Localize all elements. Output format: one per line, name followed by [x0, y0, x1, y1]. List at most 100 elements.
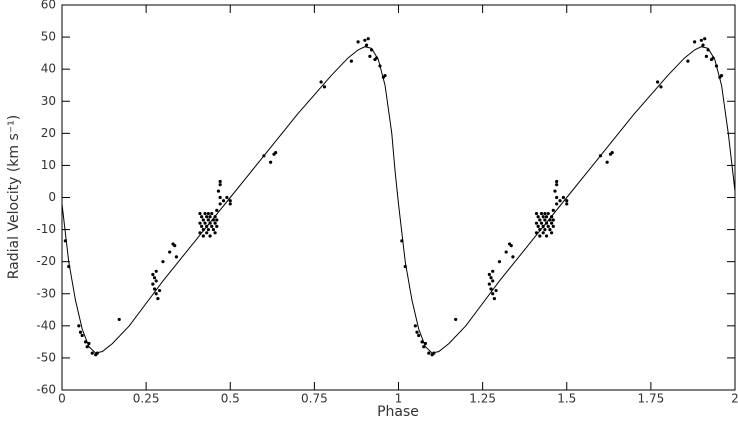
data-point [366, 37, 370, 41]
data-point [693, 40, 697, 44]
y-tick-label: 30 [41, 94, 56, 108]
data-point [349, 59, 353, 63]
data-point [544, 234, 549, 238]
data-point [203, 221, 207, 225]
y-tick-label: 40 [41, 62, 56, 76]
model-curve [61, 46, 736, 354]
data-point [543, 218, 547, 222]
data-point [546, 224, 550, 228]
data-point [157, 288, 162, 293]
data-point [77, 324, 81, 328]
data-point [541, 215, 545, 219]
y-tick-label: -10 [36, 222, 56, 236]
data-point [205, 231, 209, 235]
data-point [208, 215, 212, 219]
data-point [168, 250, 172, 254]
data-point [719, 73, 724, 78]
data-point [543, 227, 547, 232]
data-point [415, 330, 419, 334]
data-point [215, 208, 219, 212]
data-point [489, 276, 493, 280]
data-point [704, 54, 708, 58]
data-point [152, 276, 157, 280]
data-point [610, 150, 614, 155]
data-point [154, 279, 158, 283]
data-point [555, 202, 559, 206]
y-tick-label: 50 [41, 30, 56, 44]
data-point [605, 160, 609, 164]
y-tick-label: -20 [36, 254, 56, 268]
data-point [553, 189, 557, 193]
data-point [364, 43, 369, 47]
data-point [541, 231, 545, 235]
data-point [363, 38, 367, 42]
data-point [565, 199, 569, 203]
data-point [511, 255, 515, 259]
data-point [538, 234, 542, 238]
data-point [491, 279, 495, 283]
data-point [489, 287, 493, 291]
x-tick-label: 1 [395, 392, 403, 406]
data-point [198, 211, 202, 216]
data-point [550, 221, 554, 225]
data-point [413, 324, 417, 328]
data-point [454, 317, 458, 322]
data-point [427, 351, 431, 355]
data-point [206, 211, 210, 216]
x-tick-label: 0 [58, 392, 66, 406]
data-point [211, 227, 216, 232]
data-point [213, 221, 217, 225]
data-point [205, 215, 209, 219]
y-axis-label: Radial Velocity (km s⁻¹) [6, 115, 22, 279]
data-point [539, 211, 544, 216]
x-tick-label: 0.5 [221, 392, 240, 406]
data-point [206, 218, 210, 222]
data-point [555, 179, 559, 184]
data-point [491, 269, 495, 273]
data-point [422, 345, 426, 349]
data-point [218, 202, 222, 206]
data-point [228, 199, 232, 203]
data-point [90, 351, 94, 355]
data-point [417, 333, 421, 338]
data-point [117, 317, 121, 322]
data-point [504, 250, 508, 254]
data-point [368, 54, 372, 58]
data-point [383, 73, 387, 78]
data-point [544, 215, 549, 219]
data-point [213, 231, 217, 235]
data-point [200, 224, 204, 228]
data-point [536, 224, 540, 228]
data-point [218, 195, 222, 200]
data-point [558, 199, 562, 203]
data-point [274, 150, 278, 155]
data-point [565, 202, 569, 206]
data-point [322, 85, 327, 89]
data-point [543, 211, 547, 216]
x-axis-label: Phase [377, 404, 419, 420]
data-point [156, 296, 160, 301]
data-point [356, 40, 360, 44]
data-point [225, 195, 229, 200]
data-point [78, 330, 83, 334]
data-point [551, 224, 555, 228]
data-point [215, 218, 219, 222]
plot-frame [61, 4, 736, 391]
x-tick-label: 0.75 [301, 392, 328, 406]
data-point [551, 208, 555, 212]
data-point [151, 282, 155, 286]
data-point [536, 215, 540, 219]
y-tick-label: 0 [48, 190, 56, 204]
data-point [154, 292, 158, 296]
data-point [206, 227, 210, 232]
data-point [174, 255, 179, 259]
data-point [494, 288, 498, 293]
data-point [203, 211, 207, 216]
data-point [555, 183, 559, 187]
data-point [85, 345, 89, 349]
data-point [699, 38, 703, 42]
data-point [228, 202, 232, 206]
data-point [491, 292, 495, 296]
data-point [539, 221, 544, 225]
